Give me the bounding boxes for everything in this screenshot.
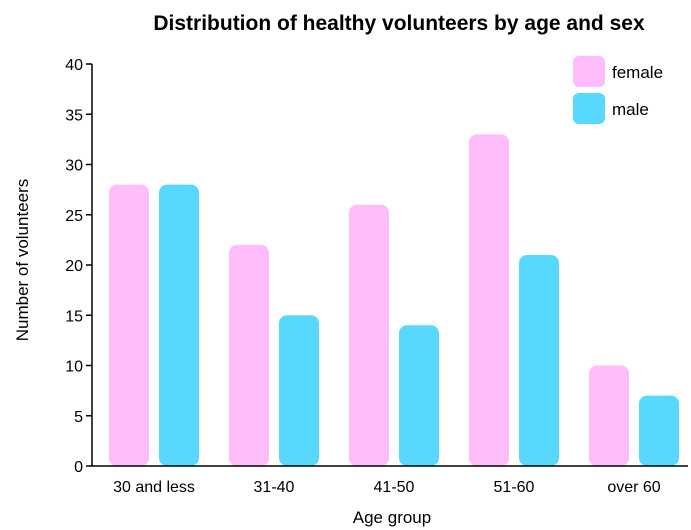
y-tick-label: 5 xyxy=(74,409,83,426)
bar-female-0 xyxy=(109,184,149,466)
bar-male-2 xyxy=(399,325,439,466)
legend-swatch-male xyxy=(573,93,605,124)
bar-female-1 xyxy=(229,244,269,466)
y-tick-label: 25 xyxy=(65,208,83,225)
legend-label-female: female xyxy=(612,63,663,82)
bar-male-3 xyxy=(519,254,559,466)
x-tick-label: 51-60 xyxy=(494,479,535,496)
bar-male-1 xyxy=(279,315,319,466)
x-tick-label: 30 and less xyxy=(113,479,195,496)
y-tick-label: 30 xyxy=(65,158,83,175)
bar-female-4 xyxy=(589,365,629,466)
chart-title: Distribution of healthy volunteers by ag… xyxy=(153,12,645,35)
y-tick-label: 20 xyxy=(65,258,83,275)
y-tick-label: 10 xyxy=(65,359,83,376)
legend: female male xyxy=(573,56,663,124)
y-tick-label: 15 xyxy=(65,308,83,325)
bars-layer xyxy=(109,134,679,466)
legend-swatch-female xyxy=(573,56,605,87)
legend-label-male: male xyxy=(612,100,649,119)
x-tick-label: over 60 xyxy=(607,479,660,496)
y-axis-label: Number of volunteers xyxy=(13,179,32,342)
y-tick-label: 0 xyxy=(74,459,83,476)
bar-male-0 xyxy=(159,184,199,466)
y-tick-label: 40 xyxy=(65,57,83,74)
x-axis-label: Age group xyxy=(353,508,431,527)
axes-layer: 30 and less 31-40 41-50 51-60 over 60 0 5 10 15 2… xyxy=(65,57,688,496)
bar-female-3 xyxy=(469,134,509,466)
bar-female-2 xyxy=(349,204,389,466)
x-tick-label: 31-40 xyxy=(254,479,295,496)
x-tick-label: 41-50 xyxy=(374,479,415,496)
y-tick-label: 35 xyxy=(65,107,83,124)
bar-male-4 xyxy=(639,395,679,466)
